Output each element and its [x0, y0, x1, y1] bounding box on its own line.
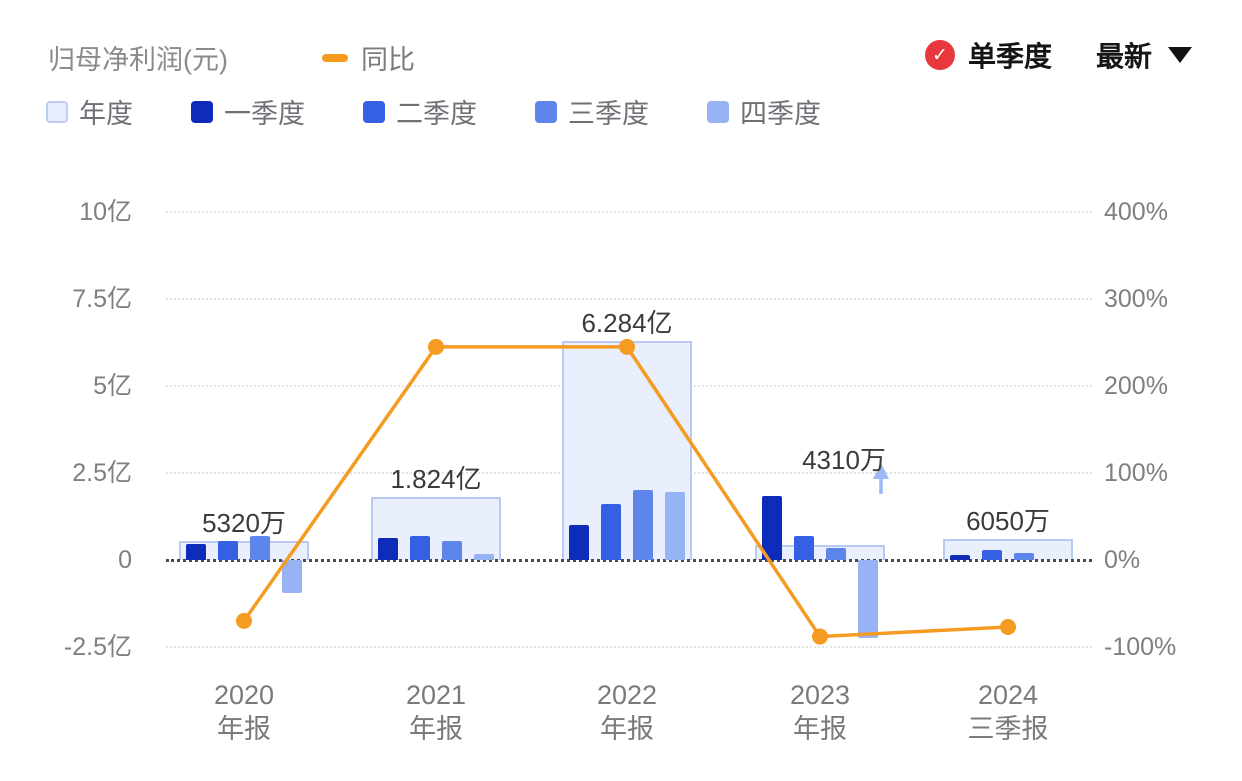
legend-label-q2: 二季度: [396, 99, 477, 129]
y-axis-tick-left: 2.5亿: [72, 459, 132, 487]
quarter-bar-二季度-2021[interactable]: [410, 535, 430, 560]
legend-item-q1[interactable]: 一季度: [191, 92, 305, 131]
quarter-bar-四季度-2022[interactable]: [665, 492, 685, 560]
quarter-bar-三季度-2024[interactable]: [1014, 553, 1034, 560]
quarter-bar-三季度-2023[interactable]: [826, 547, 846, 560]
legend-label-q3: 三季度: [568, 99, 649, 129]
legend-label-q4: 四季度: [740, 99, 821, 129]
gridline: [166, 211, 1092, 213]
x-axis-period: 年报: [216, 714, 271, 744]
x-axis-label-2021[interactable]: 2021 年报: [406, 678, 466, 746]
x-axis-period: 年报: [599, 714, 654, 744]
y-axis-tick-left: 7.5亿: [72, 285, 132, 313]
latest-dropdown-label[interactable]: 最新: [1095, 41, 1152, 72]
quarter-bar-一季度-2024[interactable]: [950, 554, 970, 560]
quarter-bar-一季度-2022[interactable]: [569, 525, 589, 560]
y-axis-tick-right: 400%: [1104, 198, 1168, 226]
quarter-bar-二季度-2020[interactable]: [218, 540, 238, 560]
legend-swatch-q2: [363, 100, 385, 123]
x-axis-label-2023[interactable]: 2023 年报: [790, 678, 850, 746]
y-axis-tick-left: -2.5亿: [63, 633, 132, 661]
x-axis-label-2022[interactable]: 2022 年报: [597, 678, 657, 746]
quarter-bar-三季度-2021[interactable]: [442, 540, 462, 560]
y-axis-tick-left: 5亿: [93, 372, 132, 400]
legend-swatch-annual: [46, 100, 68, 123]
yoy-point-2023[interactable]: [812, 628, 828, 645]
single-quarter-label[interactable]: 单季度: [967, 41, 1052, 72]
gridline: [166, 298, 1092, 300]
yoy-legend-label: 同比: [361, 45, 415, 75]
value-label-2020: 5320万: [202, 508, 286, 539]
legend-item-q3[interactable]: 三季度: [535, 92, 649, 131]
legend-item-q2[interactable]: 二季度: [363, 92, 477, 131]
legend-swatch-q4: [707, 100, 729, 123]
x-axis-year: 2021: [405, 680, 467, 710]
quarter-bar-二季度-2023[interactable]: [794, 535, 814, 560]
x-axis-label-2024[interactable]: 2024 三季报: [968, 678, 1049, 746]
legend-item-annual[interactable]: 年度: [46, 92, 133, 131]
quarter-bar-一季度-2021[interactable]: [378, 538, 398, 560]
series-legend: 年度 一季度 二季度 三季度 四季度: [46, 92, 821, 131]
x-axis-period: 年报: [408, 714, 463, 744]
yoy-point-2024[interactable]: [1000, 618, 1016, 635]
y-axis-tick-right: -100%: [1104, 633, 1177, 661]
y-axis-tick-right: 0%: [1104, 546, 1141, 574]
value-label-2024: 6050万: [966, 505, 1050, 536]
yoy-point-2021[interactable]: [428, 338, 444, 355]
quarter-bar-三季度-2022[interactable]: [633, 490, 653, 560]
legend-swatch-q3: [535, 100, 557, 123]
quarter-bar-四季度-2023[interactable]: [858, 560, 878, 639]
chart-title: 归母净利润(元): [48, 45, 228, 75]
value-label-2022: 6.284亿: [581, 308, 673, 339]
y-axis-tick-right: 200%: [1104, 372, 1168, 400]
x-axis-period: 年报: [792, 714, 847, 744]
legend-label-annual: 年度: [79, 99, 133, 129]
yoy-line-swatch: [322, 53, 348, 62]
single-quarter-check-icon[interactable]: ✓: [924, 40, 955, 70]
y-axis-tick-left: 10亿: [79, 198, 132, 226]
legend-item-q4[interactable]: 四季度: [707, 92, 821, 131]
legend-swatch-q1: [191, 100, 213, 123]
x-axis-year: 2023: [789, 680, 851, 710]
x-axis-year: 2024: [977, 680, 1039, 710]
y-axis-tick-right: 100%: [1104, 459, 1168, 487]
gridline: [166, 646, 1092, 648]
quarter-bar-四季度-2021[interactable]: [474, 554, 494, 560]
quarter-bar-二季度-2022[interactable]: [601, 504, 621, 560]
value-label-2023: 4310万: [802, 445, 886, 475]
chevron-down-icon[interactable]: [1168, 47, 1192, 63]
x-axis-year: 2020: [213, 680, 275, 710]
y-axis-tick-right: 300%: [1104, 285, 1168, 313]
x-axis-period: 三季报: [967, 714, 1049, 744]
legend-label-q1: 一季度: [224, 99, 305, 129]
header-controls: ✓ 单季度 最新: [924, 36, 1192, 74]
quarter-bar-一季度-2020[interactable]: [186, 544, 206, 560]
y-axis-tick-left: 0: [118, 546, 132, 574]
quarter-bar-二季度-2024[interactable]: [982, 549, 1002, 560]
legend-item-yoy[interactable]: 同比: [322, 38, 415, 77]
x-axis-label-2020[interactable]: 2020 年报: [214, 678, 274, 746]
quarter-bar-四季度-2020[interactable]: [282, 560, 302, 594]
quarter-bar-一季度-2023[interactable]: [762, 495, 782, 560]
x-axis-year: 2022: [596, 680, 658, 710]
yoy-point-2020[interactable]: [236, 612, 252, 629]
value-label-2021: 1.824亿: [390, 463, 482, 494]
